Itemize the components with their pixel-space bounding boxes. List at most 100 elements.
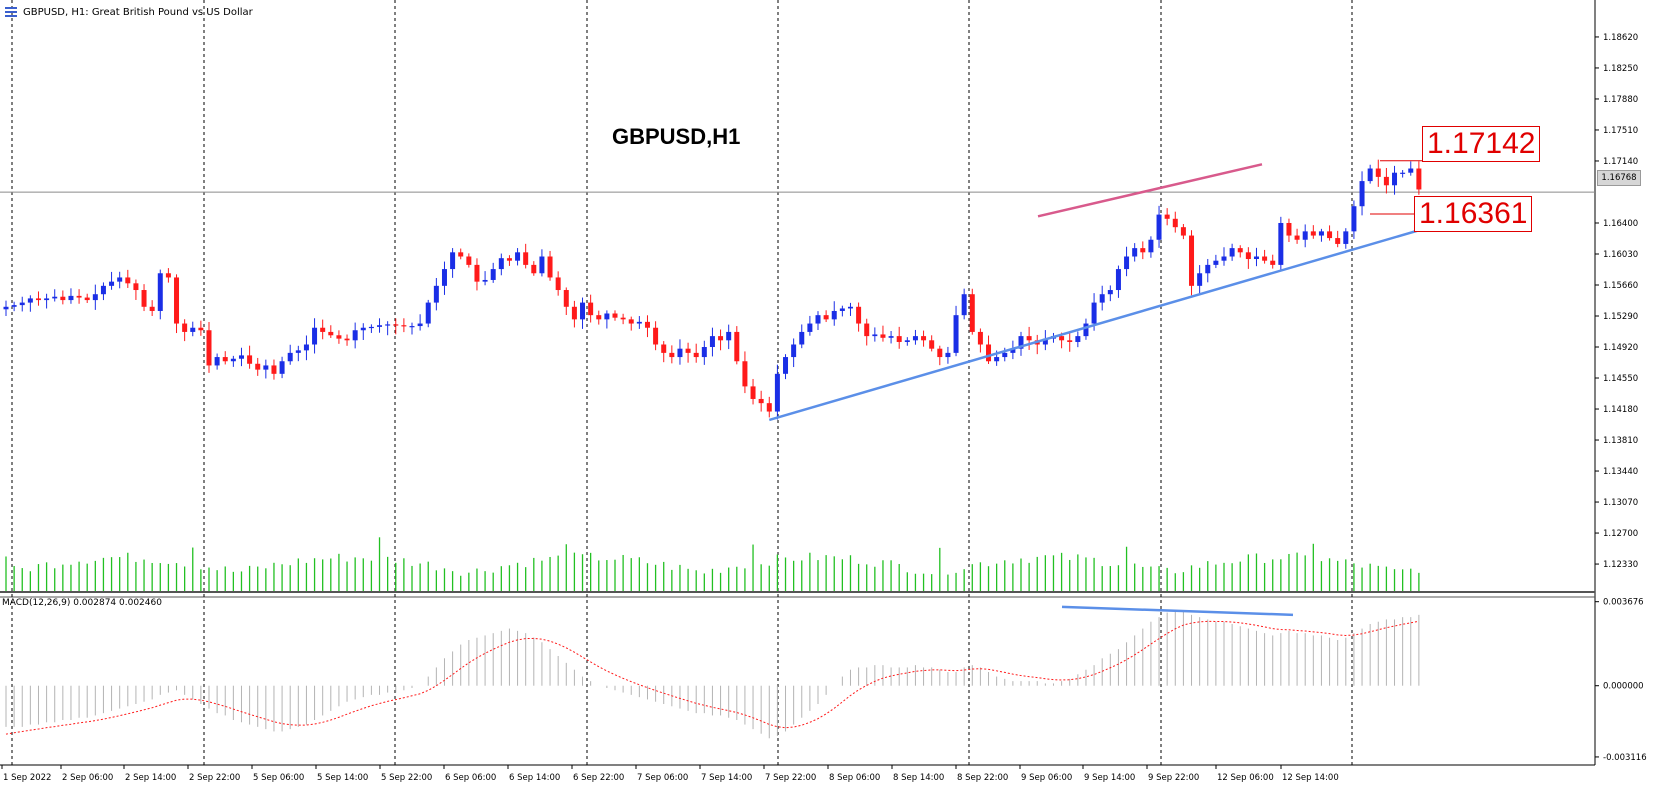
candle-body <box>1335 238 1341 244</box>
candle-body <box>994 357 1000 362</box>
time-tick-label: 2 Sep 06:00 <box>62 773 113 783</box>
candle-body <box>531 264 537 274</box>
candle-body <box>701 347 707 358</box>
candle-body <box>1229 248 1235 257</box>
candle-body <box>783 357 789 374</box>
candle-body <box>596 315 602 320</box>
candle-body <box>1197 273 1203 286</box>
candle-body <box>515 252 521 261</box>
candle-body <box>214 357 220 366</box>
candle-body <box>27 298 33 303</box>
candle-body <box>60 296 66 301</box>
candle-body <box>1392 172 1398 186</box>
candle-body <box>1083 323 1089 337</box>
candle-body <box>328 331 334 336</box>
chart-title: GBPUSD,H1 <box>612 124 741 149</box>
candle-body <box>206 330 212 366</box>
candle-body <box>458 252 464 257</box>
time-tick-label: 6 Sep 06:00 <box>445 773 496 783</box>
candle-body <box>912 336 918 341</box>
candle-body <box>417 323 423 327</box>
candle-body <box>1059 336 1065 341</box>
candle-body <box>1343 231 1349 244</box>
candle-body <box>76 295 82 298</box>
candle-body <box>1262 256 1268 261</box>
candle-body <box>1408 168 1414 173</box>
candle-body <box>628 319 634 324</box>
candle-body <box>1148 239 1154 253</box>
candle-body <box>1237 248 1243 253</box>
candle-body <box>490 269 496 280</box>
candle-body <box>896 336 902 342</box>
candle-body <box>758 398 764 404</box>
candle-body <box>1213 260 1219 265</box>
candle-body <box>109 281 115 286</box>
candle-body <box>19 302 25 306</box>
candle-body <box>636 321 642 324</box>
macd-tick-label: 0.003676 <box>1603 598 1644 608</box>
candle-body <box>1351 206 1357 232</box>
candle-body <box>506 258 512 261</box>
chart-list-icon <box>4 6 18 18</box>
price-tick-label: 1.17510 <box>1603 126 1638 136</box>
header-symbol: GBPUSD, H1: <box>23 6 89 18</box>
candle-body <box>571 306 577 320</box>
candle-body <box>271 365 277 374</box>
price-tick-label: 1.17140 <box>1603 157 1638 167</box>
time-tick-label: 5 Sep 22:00 <box>381 773 432 783</box>
price-tick-label: 1.14920 <box>1603 343 1638 353</box>
candle-body <box>1140 248 1146 253</box>
candle-body <box>1278 222 1284 265</box>
candle-body <box>100 285 106 295</box>
candle-body <box>1205 264 1211 274</box>
candle-body <box>1156 214 1162 240</box>
candle-body <box>709 336 715 348</box>
candle-body <box>1270 260 1276 265</box>
candle-body <box>1099 294 1105 303</box>
chart-header: GBPUSD, H1: Great British Pound vs US Do… <box>4 4 253 20</box>
price-tick-label: 1.12330 <box>1603 560 1638 570</box>
candle-body <box>1221 256 1227 261</box>
candle-body <box>986 344 992 362</box>
candle-body <box>157 273 163 311</box>
candle-body <box>368 326 374 329</box>
candle-body <box>977 331 983 345</box>
candle-body <box>774 373 780 412</box>
candle-body <box>117 277 123 282</box>
time-tick-label: 12 Sep 06:00 <box>1217 773 1274 783</box>
macd-signal-line <box>5 620 1419 735</box>
candle-body <box>450 252 456 270</box>
candle-body <box>1010 348 1016 353</box>
candles-group <box>3 159 1422 420</box>
candle-body <box>945 352 951 358</box>
candle-body <box>693 352 699 358</box>
candle-body <box>336 335 342 339</box>
time-tick-label: 9 Sep 22:00 <box>1148 773 1199 783</box>
candle-body <box>612 313 618 318</box>
candle-body <box>3 306 9 310</box>
candle-body <box>377 325 383 327</box>
candle-body <box>929 340 935 349</box>
candle-body <box>539 256 545 274</box>
candle-body <box>425 302 431 324</box>
candle-body <box>1245 252 1251 260</box>
candle-body <box>726 331 732 341</box>
candle-body <box>125 277 131 284</box>
candle-body <box>856 306 862 324</box>
candle-body <box>433 285 439 303</box>
candle-body <box>742 361 748 387</box>
candle-body <box>1172 218 1178 228</box>
candle-body <box>555 277 561 291</box>
candle-body <box>563 290 569 307</box>
candle-body <box>799 331 805 345</box>
candle-body <box>953 315 959 353</box>
candle-body <box>352 330 358 341</box>
price-tick-label: 1.15660 <box>1603 281 1638 291</box>
candle-body <box>287 352 293 362</box>
candle-body <box>1124 256 1130 270</box>
price-tick-label: 1.15290 <box>1603 312 1638 322</box>
support-trendline <box>768 196 1531 422</box>
candle-body <box>961 294 967 316</box>
